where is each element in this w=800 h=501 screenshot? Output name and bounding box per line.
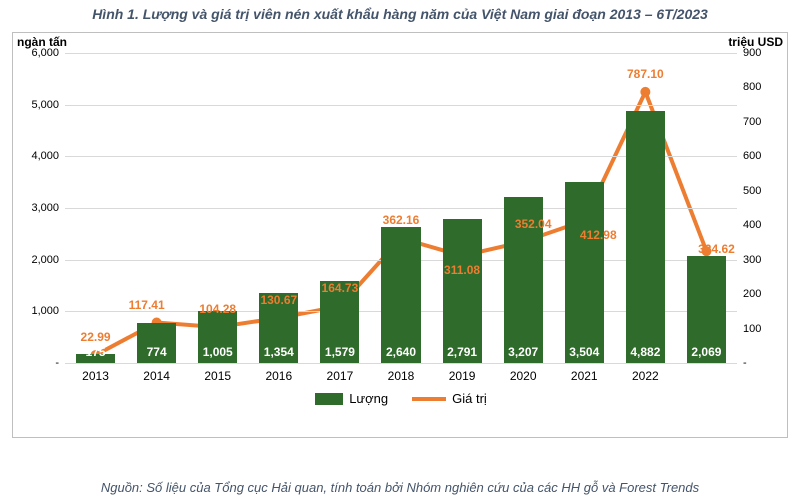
y-left-tick: 1,000 [13,305,59,317]
x-tick: 2020 [510,369,537,383]
container: Hình 1. Lượng và giá trị viên nén xuất k… [0,0,800,501]
y-left-tick: 3,000 [13,202,59,214]
line-value-label: 324.62 [698,242,735,256]
y-right-tick: - [743,357,747,369]
y-right-tick: 400 [743,219,761,231]
plot-area: 175 774 1,005 1,354 1,579 2,640 2,791 3,207 3,50… [65,53,737,363]
gridline [65,363,737,364]
chart-bar: 2,791 [443,219,482,363]
chart-bar: 2,069 [687,256,726,363]
y-left-tick: 5,000 [13,99,59,111]
bar-value-label: 1,354 [259,345,298,359]
bar-value-label: 3,207 [504,345,543,359]
y-left-tick: 6,000 [13,47,59,59]
y-right-tick: 500 [743,185,761,197]
x-tick: 2019 [449,369,476,383]
y-left-tick: - [13,357,59,369]
chart-bar: 1,005 [198,311,237,363]
y-right-tick: 800 [743,81,761,93]
chart-bar: 4,882 [626,111,665,363]
line-value-label: 787.10 [627,67,664,81]
line-value-label: 311.08 [444,263,480,277]
bar-value-label: 175 [76,345,115,359]
legend-label: Lượng [349,391,388,406]
bar-value-label: 3,504 [565,345,604,359]
line-value-label: 130.67 [260,293,297,307]
x-tick: 2016 [265,369,292,383]
legend-item: Lượng [315,391,388,406]
chart-frame: ngàn tấn triệu USD 1757741,0051,3541,579… [12,32,788,438]
bar-value-label: 1,005 [198,345,237,359]
legend-label: Giá trị [452,391,487,406]
bar-value-label: 2,069 [687,345,726,359]
bar-value-label: 1,579 [320,345,359,359]
chart-bar: 3,504 [565,182,604,363]
y-right-tick: 900 [743,47,761,59]
bar-value-label: 4,882 [626,345,665,359]
gridline [65,53,737,54]
x-tick: 2018 [388,369,415,383]
chart-legend: Lượng Giá trị [13,391,789,406]
y-right-tick: 100 [743,323,761,335]
chart-source: Nguồn: Số liệu của Tổng cục Hải quan, tí… [0,480,800,495]
y-left-tick: 4,000 [13,150,59,162]
chart-bar: 2,640 [381,227,420,363]
y-left-tick: 2,000 [13,254,59,266]
y-right-tick: 200 [743,288,761,300]
gridline [65,105,737,106]
chart-bar: 774 [137,323,176,363]
line-value-label: 22.99 [81,330,111,344]
bar-value-label: 2,791 [443,345,482,359]
x-tick: 2022 [632,369,659,383]
legend-bar-swatch [315,393,343,405]
bar-value-label: 774 [137,345,176,359]
line-value-label: 352.04 [515,217,552,231]
x-tick: 2017 [327,369,354,383]
chart-title: Hình 1. Lượng và giá trị viên nén xuất k… [0,6,800,22]
legend-item: Giá trị [412,391,487,406]
chart-bar: 175 [76,354,115,363]
line-value-label: 164.73 [322,281,359,295]
line-value-label: 362.16 [383,213,420,227]
x-tick: 2021 [571,369,598,383]
y-right-tick: 300 [743,254,761,266]
x-tick: 2013 [82,369,109,383]
line-value-label: 412.98 [580,228,617,242]
y-right-tick: 600 [743,150,761,162]
x-tick: 2014 [143,369,170,383]
line-value-label: 117.41 [129,298,165,312]
line-marker [640,87,650,97]
y-right-tick: 700 [743,116,761,128]
bar-value-label: 2,640 [381,345,420,359]
x-tick: 2015 [204,369,231,383]
line-value-label: 104.28 [199,302,236,316]
legend-line-swatch [412,397,446,401]
